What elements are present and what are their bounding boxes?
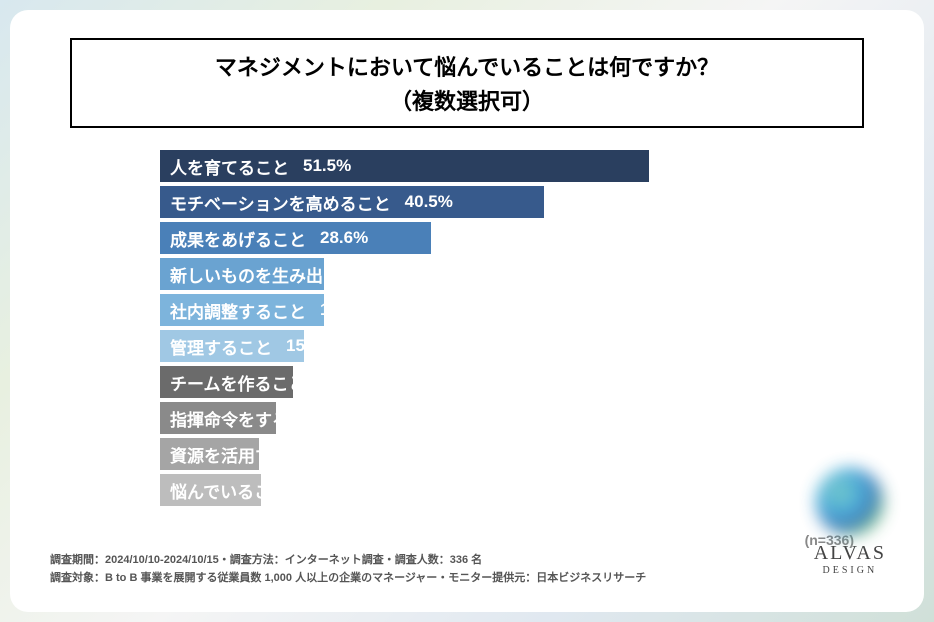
bar-chart: 人を育てること 51.5% モチベーションを高めること 40.5% 成果をあげること 28…: [50, 150, 884, 547]
bar-label: モチベーションを高めること: [170, 190, 391, 215]
bar-row: 社内調整すること 17.3%: [160, 294, 824, 326]
survey-footer: 調査期間：2024/10/10-2024/10/15・調査方法：インターネット調…: [50, 551, 884, 588]
logo-mark-icon: [816, 468, 884, 536]
bar-row: 悩んでいることはない 10.7%: [160, 474, 824, 506]
bar-percent: 17.3%: [320, 300, 368, 320]
bar-label: 資源を活用すること: [170, 442, 323, 467]
bar: 管理すること15.2%: [160, 330, 304, 362]
footer-line-2: 調査対象：B to B 事業を展開する従業員数 1,000 人以上の企業のマネー…: [50, 569, 884, 588]
bar: 指揮命令をすること12.2%: [160, 402, 276, 434]
bar: 人を育てること 51.5%: [160, 150, 649, 182]
bar-percent: 10.4%: [337, 444, 385, 464]
bar-label: 人を育てること: [170, 154, 289, 179]
footer-line-1: 調査期間：2024/10/10-2024/10/15・調査方法：インターネット調…: [50, 551, 884, 570]
bar-percent: 28.6%: [320, 228, 368, 248]
logo-name: ALVAS: [814, 542, 886, 564]
bar-row: 資源を活用すること 10.4%: [160, 438, 824, 470]
bar-percent: 40.5%: [405, 192, 453, 212]
bar: 社内調整すること17.3%: [160, 294, 324, 326]
bar: チームを作ること14.0%: [160, 366, 293, 398]
bar-percent: 12.2%: [337, 408, 385, 428]
bar-label: 管理すること: [170, 334, 272, 359]
title-box: マネジメントにおいて悩んでいることは何ですか？ （複数選択可）: [70, 38, 864, 128]
logo-sub: DESIGN: [814, 565, 886, 576]
bar-percent: 14.0%: [320, 372, 368, 392]
card-frame: マネジメントにおいて悩んでいることは何ですか？ （複数選択可） 人を育てること 5…: [10, 10, 924, 612]
bar-row: 新しいものを生み出すこと 17.3%: [160, 258, 824, 290]
bar: 成果をあげること 28.6%: [160, 222, 431, 254]
bar-row: モチベーションを高めること 40.5%: [160, 186, 824, 218]
bar-percent: 10.7%: [353, 480, 401, 500]
bar-percent: 15.2%: [286, 336, 334, 356]
title-line-1: マネジメントにおいて悩んでいることは何ですか？: [92, 50, 842, 82]
bar-row: 人を育てること 51.5%: [160, 150, 824, 182]
bar-label: 成果をあげること: [170, 226, 306, 251]
bar-percent: 51.5%: [303, 156, 351, 176]
bar-label: 社内調整すること: [170, 298, 306, 323]
bar-label: 悩んでいることはない: [170, 478, 339, 503]
bar: 資源を活用すること10.4%: [160, 438, 259, 470]
bar-percent: 17.3%: [388, 264, 436, 284]
bar-row: チームを作ること 14.0%: [160, 366, 824, 398]
bar-row: 指揮命令をすること 12.2%: [160, 402, 824, 434]
bar-label: 新しいものを生み出すこと: [170, 262, 374, 287]
bar: モチベーションを高めること 40.5%: [160, 186, 544, 218]
bar: 新しいものを生み出すこと17.3%: [160, 258, 324, 290]
bar-row: 成果をあげること 28.6%: [160, 222, 824, 254]
logo-text: ALVAS DESIGN: [814, 542, 886, 576]
bar-label: 指揮命令をすること: [170, 406, 323, 431]
bar-row: 管理すること 15.2%: [160, 330, 824, 362]
bar-label: チームを作ること: [170, 370, 306, 395]
title-line-2: （複数選択可）: [92, 84, 842, 116]
bar: 悩んでいることはない10.7%: [160, 474, 261, 506]
brand-logo: ALVAS DESIGN: [814, 468, 886, 576]
